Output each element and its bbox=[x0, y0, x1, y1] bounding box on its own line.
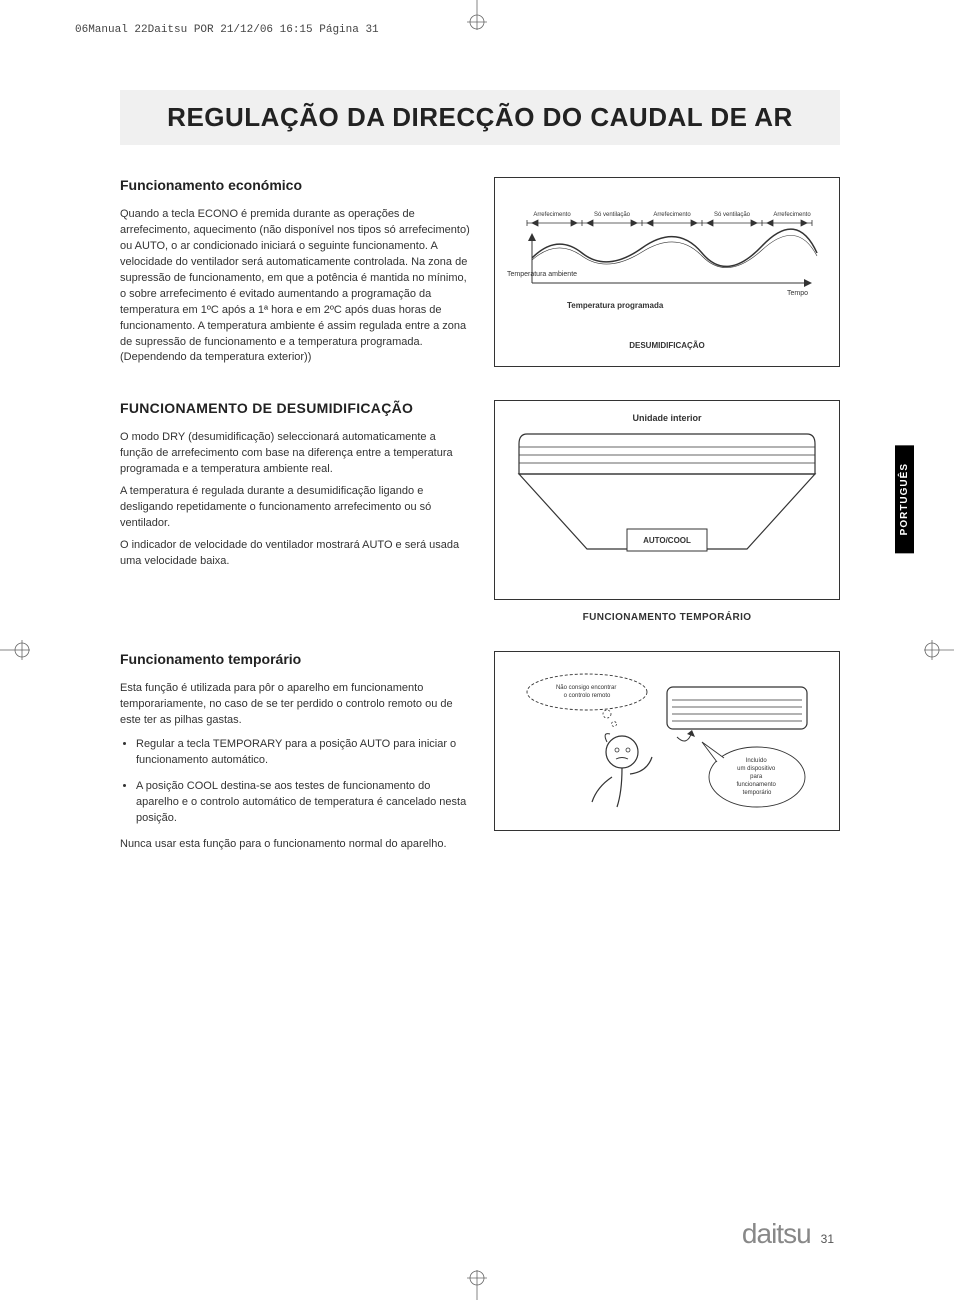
print-header-meta: 06Manual 22Daitsu POR 21/12/06 16:15 Pág… bbox=[75, 24, 379, 36]
figure-indoor-unit: Unidade interior AUTO/COOL bbox=[494, 400, 840, 600]
figure-temporary: Não consigo encontrar o controlo remoto bbox=[494, 651, 840, 831]
section3-bullet1: Regular a tecla TEMPORARY para a posição… bbox=[136, 737, 470, 769]
section-temporario: Funcionamento temporário Esta função é u… bbox=[120, 651, 840, 858]
chart-label: Só ventilação bbox=[594, 212, 631, 218]
section2-p2: A temperatura é regulada durante a desum… bbox=[120, 484, 470, 532]
chart-bottom-label: Temperatura programada bbox=[567, 301, 664, 310]
section3-heading: Funcionamento temporário bbox=[120, 651, 470, 667]
crop-mark-left bbox=[0, 630, 40, 670]
figure2-title: Unidade interior bbox=[509, 413, 825, 423]
figure-econo-chart: Arrefecimento Só ventilação Arrefeciment… bbox=[494, 177, 840, 367]
brand-logo: daitsu bbox=[742, 1218, 811, 1250]
chart-label: Arrefecimento bbox=[653, 212, 691, 218]
page-title: REGULAÇÃO DA DIRECÇÃO DO CAUDAL DE AR bbox=[138, 102, 822, 133]
section3-intro: Esta função é utilizada para pôr o apare… bbox=[120, 681, 470, 729]
chart-ylabel1: Temperatura ambiente bbox=[507, 271, 577, 278]
crop-mark-bottom bbox=[457, 1260, 497, 1300]
section-desumidificacao: FUNCIONAMENTO DE DESUMIDIFICAÇÃO O modo … bbox=[120, 400, 840, 623]
page-title-bar: REGULAÇÃO DA DIRECÇÃO DO CAUDAL DE AR bbox=[120, 90, 840, 145]
chart-label: Só ventilação bbox=[714, 212, 751, 218]
language-tab: PORTUGUÊS bbox=[895, 445, 914, 553]
section2-p3: O indicador de velocidade do ventilador … bbox=[120, 538, 470, 570]
page-number: 31 bbox=[821, 1232, 834, 1246]
chart-label: Arrefecimento bbox=[533, 212, 571, 218]
chart-label: Arrefecimento bbox=[773, 212, 811, 218]
section-economico: Funcionamento económico Quando a tecla E… bbox=[120, 177, 840, 372]
section1-heading: Funcionamento económico bbox=[120, 177, 470, 193]
section3-outro: Nunca usar esta função para o funcioname… bbox=[120, 837, 470, 853]
page-content: REGULAÇÃO DA DIRECÇÃO DO CAUDAL DE AR Fu… bbox=[120, 90, 840, 887]
figure2-button-label: AUTO/COOL bbox=[643, 536, 691, 545]
section2-heading: FUNCIONAMENTO DE DESUMIDIFICAÇÃO bbox=[120, 400, 470, 416]
section1-body: Quando a tecla ECONO é premida durante a… bbox=[120, 207, 470, 366]
crop-mark-top bbox=[457, 0, 497, 40]
page-footer: daitsu 31 bbox=[742, 1218, 834, 1250]
section2-p1: O modo DRY (desumidificação) seleccionar… bbox=[120, 430, 470, 478]
figure1-caption: DESUMIDIFICAÇÃO bbox=[629, 341, 705, 350]
section3-bullet2: A posição COOL destina-se aos testes de … bbox=[136, 779, 470, 827]
figure2-caption: FUNCIONAMENTO TEMPORÁRIO bbox=[494, 612, 840, 623]
crop-mark-right bbox=[914, 630, 954, 670]
chart-xlabel: Tempo bbox=[787, 290, 808, 297]
